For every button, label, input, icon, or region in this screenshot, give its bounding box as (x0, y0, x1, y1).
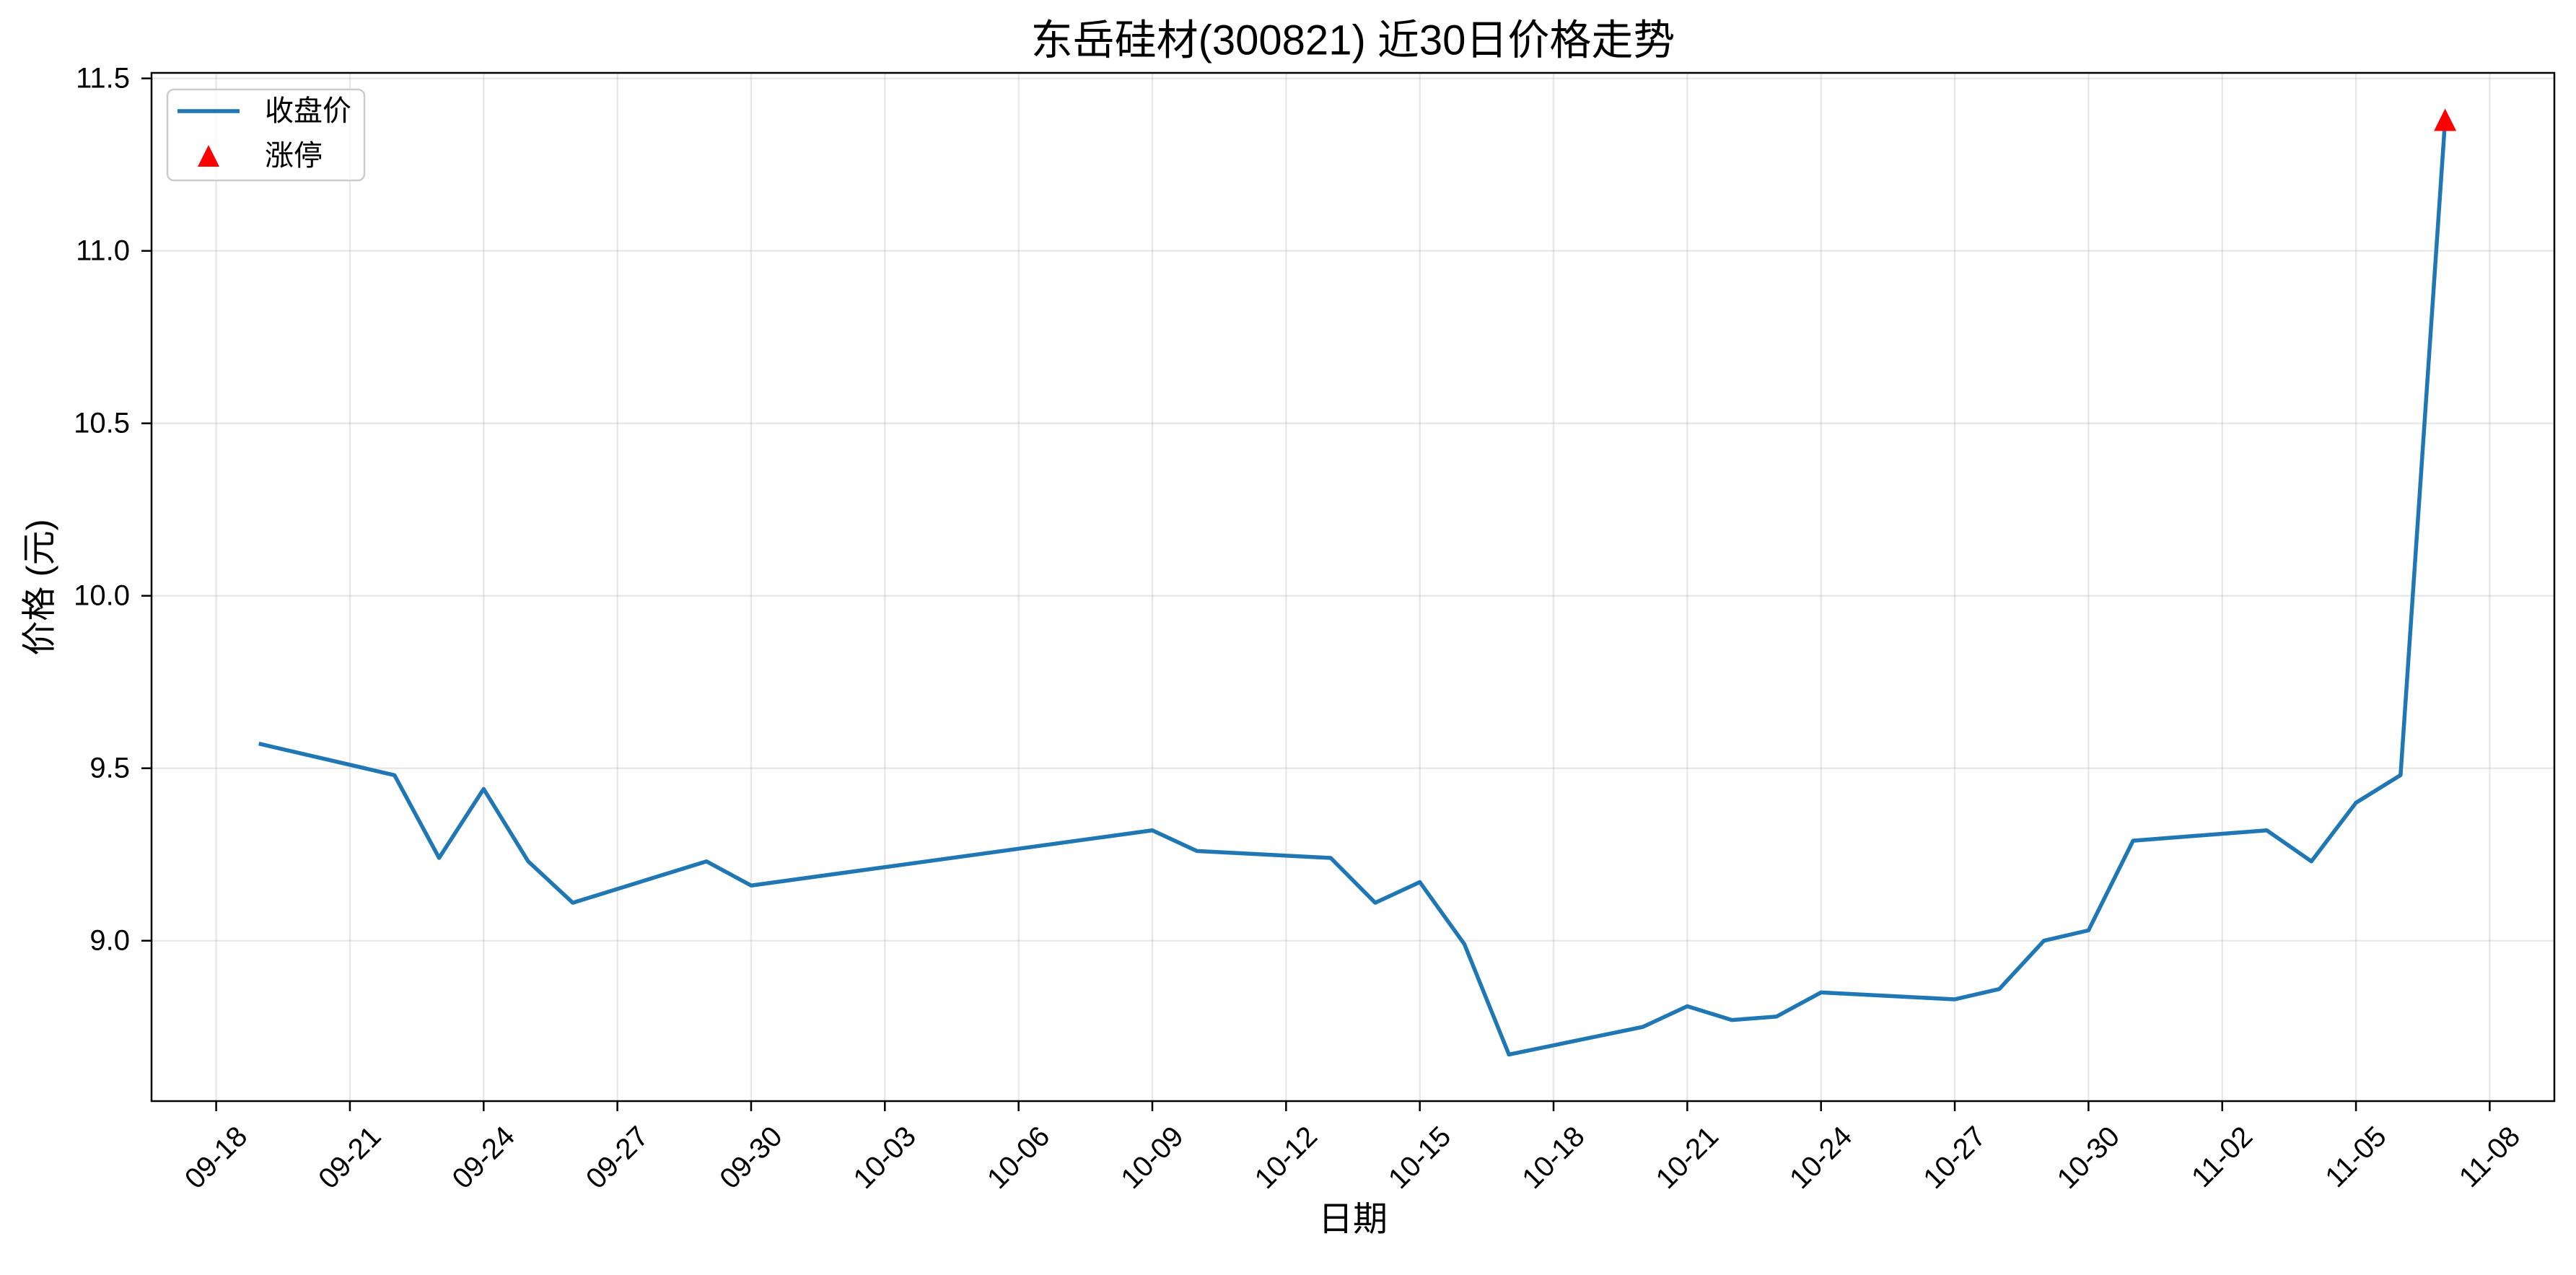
close-price-point (393, 773, 397, 777)
close-price-line (258, 118, 2448, 1057)
close-price-point (1507, 1052, 1511, 1056)
x-axis-label: 日期 (1318, 1201, 1388, 1239)
legend-triangle-icon (198, 145, 219, 167)
limit-up-marker (2434, 108, 2457, 131)
close-price-point (2354, 801, 2358, 805)
close-price-point (1774, 1015, 1779, 1019)
close-price-point (1685, 1004, 1689, 1009)
close-price-point (1328, 856, 1333, 860)
legend-label-limit-up: 涨停 (265, 140, 323, 172)
close-price-point (1997, 987, 2002, 991)
y-tick-label: 10.0 (74, 580, 130, 612)
close-price-point (258, 742, 263, 746)
close-price-point (1730, 1018, 1734, 1022)
close-price-point (2398, 773, 2403, 777)
plot-frame (150, 71, 2556, 1103)
close-price-point (1150, 828, 1155, 833)
legend-label-close-price: 收盘价 (265, 95, 351, 127)
close-price-point (1819, 990, 1823, 994)
close-price-point (1953, 997, 1957, 1002)
chart-title: 东岳硅材(300821) 近30日价格走势 (1031, 17, 1675, 64)
close-price-point (1418, 880, 1422, 884)
close-price-point (2265, 828, 2269, 833)
close-price-point (1641, 1025, 1645, 1029)
y-tick-label: 11.5 (76, 63, 130, 95)
close-price-point (481, 787, 486, 791)
close-price-point (2086, 928, 2090, 932)
legend: 收盘价 涨停 (166, 88, 366, 182)
close-price-point (2131, 838, 2135, 843)
close-price-point (704, 859, 709, 864)
close-price-point (1373, 901, 1377, 905)
y-tick-label: 9.5 (89, 753, 130, 784)
close-price-point (1195, 849, 1199, 853)
y-tick-label: 9.0 (89, 925, 130, 957)
y-tick-label: 10.5 (74, 408, 130, 439)
close-price-point (2309, 859, 2313, 864)
y-tick-label: 11.0 (76, 235, 130, 267)
close-price-point (749, 883, 753, 888)
close-price-point (2042, 939, 2046, 943)
close-price-point (571, 901, 575, 905)
close-price-point (1462, 942, 1466, 946)
plot-series (258, 108, 2457, 1057)
close-price-point (437, 856, 441, 860)
grid-lines (152, 73, 2554, 1101)
y-axis-label: 价格 (元) (21, 519, 59, 655)
close-price-point (526, 859, 530, 864)
